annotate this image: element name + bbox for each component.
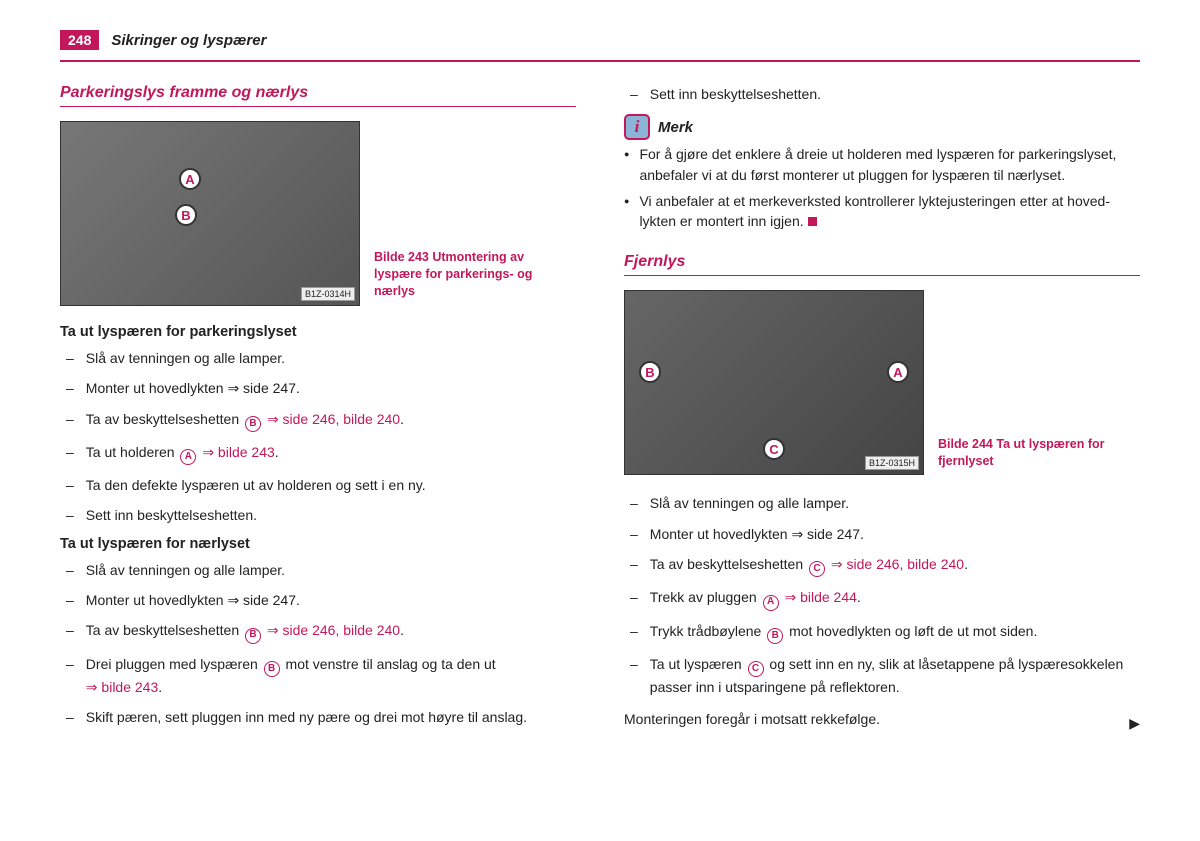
step-text: Trekk av pluggen A ⇒ bilde 244. — [650, 587, 861, 610]
ref-circle-b: B — [767, 628, 783, 644]
step: Sett inn beskyttelseshetten. — [624, 84, 1140, 104]
step-text: Drei pluggen med lyspæren B mot venstre … — [86, 654, 496, 698]
ref-circle-c: C — [809, 561, 825, 577]
info-icon: i — [624, 114, 650, 140]
step: Monter ut hovedlykten ⇒ side 247. — [60, 378, 576, 398]
step: Skift pæren, sett pluggen inn med ny pær… — [60, 707, 576, 727]
step-text: Monter ut hovedlykten ⇒ side 247. — [86, 590, 300, 610]
header-rule — [60, 60, 1140, 62]
figure-label-b: B — [175, 204, 197, 226]
step: Ta av beskyttelseshetten C ⇒ side 246, b… — [624, 554, 1140, 577]
note-item: Vi anbefaler at et merkeverksted kontrol… — [624, 191, 1140, 232]
right-column: Sett inn beskyttelseshetten. i Merk For … — [624, 84, 1140, 737]
step: Ta av beskyttelseshetten B ⇒ side 246, b… — [60, 620, 576, 643]
step: Ta ut lyspæren C og sett inn en ny, slik… — [624, 654, 1140, 698]
step-text: Sett inn beskyttelseshetten. — [650, 84, 821, 104]
footer-text: Monteringen foregår i motsatt rekkefølge… — [624, 711, 880, 727]
steps-naerlys: Slå av tenningen og alle lamper. Monter … — [60, 560, 576, 728]
subheading-parkeringslys: Ta ut lyspæren for parkeringslyset — [60, 324, 576, 340]
step-text: Ta av beskyttelseshetten B ⇒ side 246, b… — [86, 409, 404, 432]
section-rule — [60, 106, 576, 107]
step-text: Skift pæren, sett pluggen inn med ny pær… — [86, 707, 527, 727]
continued-step: Sett inn beskyttelseshetten. — [624, 84, 1140, 104]
note-label: Merk — [658, 119, 693, 136]
page-number: 248 — [60, 30, 99, 50]
step-text: Monter ut hovedlykten ⇒ side 247. — [86, 378, 300, 398]
note-header: i Merk — [624, 114, 1140, 140]
step: Monter ut hovedlykten ⇒ side 247. — [624, 524, 1140, 544]
note-text: Vi anbefaler at et merkeverksted kontrol… — [639, 191, 1140, 232]
step-text: Ta av beskyttelseshetten C ⇒ side 246, b… — [650, 554, 968, 577]
figure-244-image: A B C B1Z-0315H — [624, 290, 924, 475]
step: Trekk av pluggen A ⇒ bilde 244. — [624, 587, 1140, 610]
footer-note: Monteringen foregår i motsatt rekkefølge… — [624, 711, 1140, 727]
section-rule — [624, 275, 1140, 276]
page-header: 248 Sikringer og lyspærer — [60, 30, 1140, 50]
step-text: Sett inn beskyttelseshetten. — [86, 505, 257, 525]
steps-parkeringslys: Slå av tenningen og alle lamper. Monter … — [60, 348, 576, 526]
ref-circle-a: A — [180, 449, 196, 465]
ref-circle-b: B — [264, 661, 280, 677]
ref-circle-b: B — [245, 628, 261, 644]
note-list: For å gjøre det enklere å dreie ut holde… — [624, 144, 1140, 231]
step: Ta ut holderen A ⇒ bilde 243. — [60, 442, 576, 465]
ref-circle-c: C — [748, 661, 764, 677]
section-end-icon — [808, 217, 817, 226]
chapter-title: Sikringer og lyspærer — [111, 32, 266, 49]
section-heading-parkeringslys: Parkeringslys framme og nærlys — [60, 84, 576, 102]
left-column: Parkeringslys framme og nærlys A B B1Z-0… — [60, 84, 576, 737]
figure-label-b: B — [639, 361, 661, 383]
figure-243-image: A B B1Z-0314H — [60, 121, 360, 306]
figure-label-a: A — [179, 168, 201, 190]
note-text: For å gjøre det enklere å dreie ut holde… — [639, 144, 1140, 185]
step-text: Ta av beskyttelseshetten B ⇒ side 246, b… — [86, 620, 404, 643]
step-text: Ta den defekte lyspæren ut av holderen o… — [86, 475, 426, 495]
step: Sett inn beskyttelseshetten. — [60, 505, 576, 525]
figure-244-row: A B C B1Z-0315H Bilde 244 Ta ut lyspæren… — [624, 290, 1140, 475]
step-text: Slå av tenningen og alle lamper. — [650, 493, 849, 513]
content-columns: Parkeringslys framme og nærlys A B B1Z-0… — [60, 84, 1140, 737]
step-text: Ta ut holderen A ⇒ bilde 243. — [86, 442, 279, 465]
step: Ta av beskyttelseshetten B ⇒ side 246, b… — [60, 409, 576, 432]
figure-243-row: A B B1Z-0314H Bilde 243 Utmontering av l… — [60, 121, 576, 306]
figure-ref-badge: B1Z-0314H — [301, 287, 355, 301]
figure-label-c: C — [763, 438, 785, 460]
figure-244-caption: Bilde 244 Ta ut lyspæren for fjernlyset — [938, 436, 1118, 476]
step: Monter ut hovedlykten ⇒ side 247. — [60, 590, 576, 610]
ref-circle-b: B — [245, 416, 261, 432]
figure-label-a: A — [887, 361, 909, 383]
steps-fjernlys: Slå av tenningen og alle lamper. Monter … — [624, 493, 1140, 697]
figure-243-caption: Bilde 243 Utmontering av lyspære for par… — [374, 249, 554, 306]
step-text: Ta ut lyspæren C og sett inn en ny, slik… — [650, 654, 1140, 698]
step: Slå av tenningen og alle lamper. — [624, 493, 1140, 513]
step-text: Trykk trådbøylene B mot hovedlykten og l… — [650, 621, 1038, 644]
step-text: Slå av tenningen og alle lamper. — [86, 348, 285, 368]
ref-circle-a: A — [763, 595, 779, 611]
step: Trykk trådbøylene B mot hovedlykten og l… — [624, 621, 1140, 644]
step: Slå av tenningen og alle lamper. — [60, 560, 576, 580]
step-text: Slå av tenningen og alle lamper. — [86, 560, 285, 580]
step: Ta den defekte lyspæren ut av holderen o… — [60, 475, 576, 495]
subheading-naerlys: Ta ut lyspæren for nærlyset — [60, 536, 576, 552]
note-item: For å gjøre det enklere å dreie ut holde… — [624, 144, 1140, 185]
step: Drei pluggen med lyspæren B mot venstre … — [60, 654, 576, 698]
step: Slå av tenningen og alle lamper. — [60, 348, 576, 368]
continue-icon: ▶ — [1129, 715, 1140, 732]
step-text: Monter ut hovedlykten ⇒ side 247. — [650, 524, 864, 544]
section-heading-fjernlys: Fjernlys — [624, 253, 1140, 271]
figure-ref-badge: B1Z-0315H — [865, 456, 919, 470]
